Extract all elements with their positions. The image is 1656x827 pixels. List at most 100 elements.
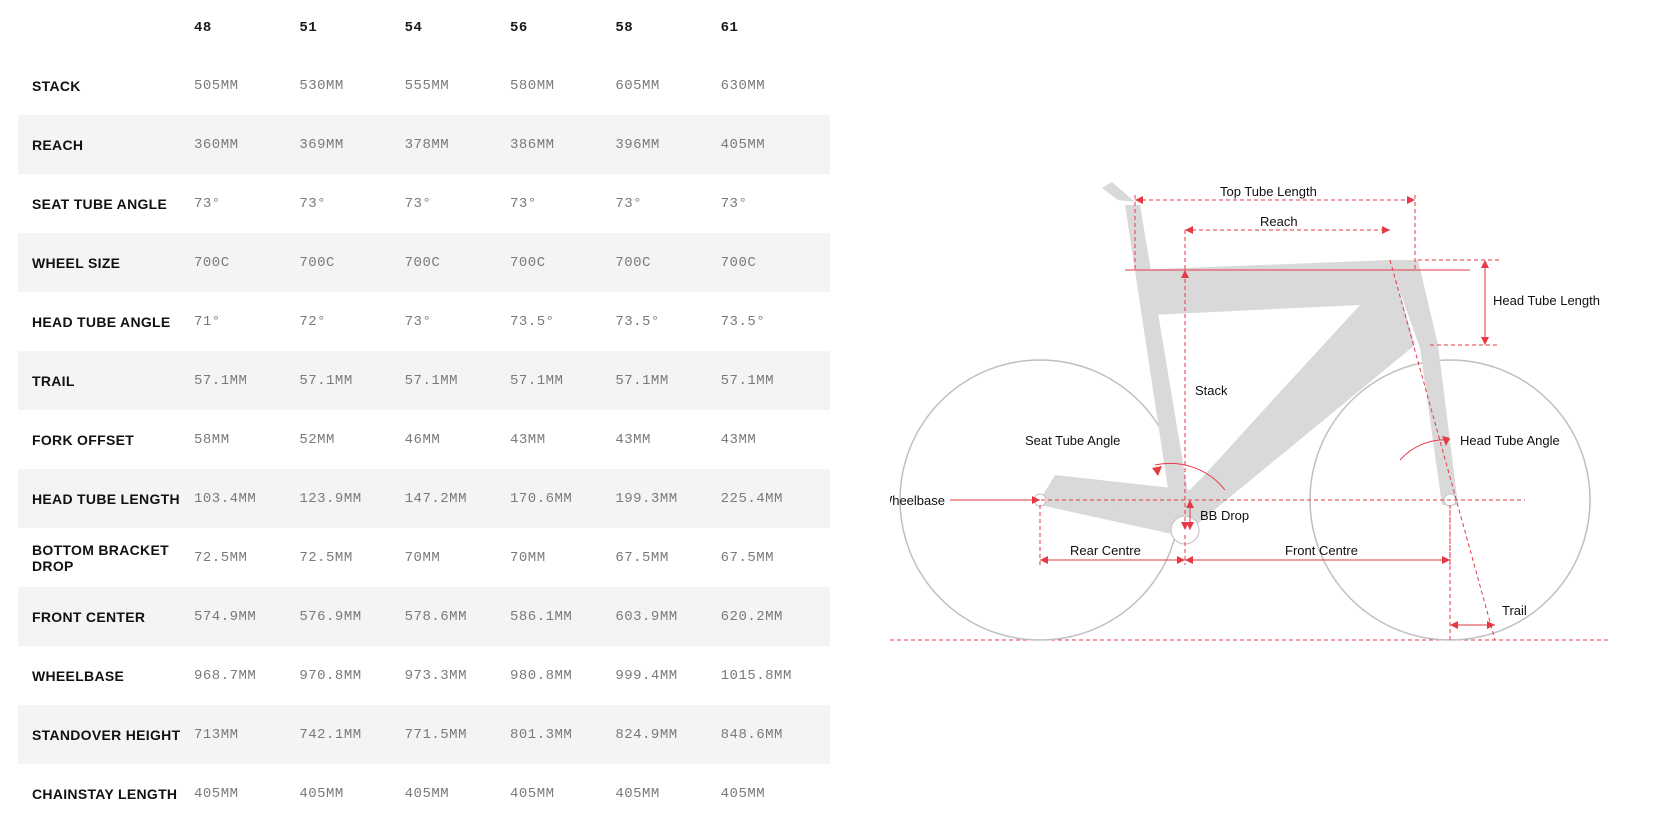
cell-value: 605MM <box>607 56 712 115</box>
table-header-row: 48 51 54 56 58 61 <box>18 0 830 56</box>
cell-value: 57.1MM <box>186 351 291 410</box>
cell-value: 574.9MM <box>186 587 291 646</box>
cell-value: 713MM <box>186 705 291 764</box>
label-seat-tube-angle: Seat Tube Angle <box>1025 433 1120 448</box>
table-row: WHEELBASE968.7MM970.8MM973.3MM980.8MM999… <box>18 646 830 705</box>
arrowhead <box>1135 196 1143 204</box>
arrowhead <box>1382 226 1390 234</box>
row-label: CHAINSTAY LENGTH <box>18 764 186 823</box>
cell-value: 1015.8MM <box>713 646 830 705</box>
cell-value: 123.9MM <box>291 469 396 528</box>
geometry-table-container: 48 51 54 56 58 61 STACK505MM530MM555MM58… <box>0 0 830 823</box>
cell-value: 67.5MM <box>607 528 712 587</box>
arrowhead <box>1040 556 1048 564</box>
cell-value: 103.4MM <box>186 469 291 528</box>
cell-value: 700C <box>291 233 396 292</box>
saddle-stub <box>1102 182 1135 202</box>
cell-value: 58MM <box>186 410 291 469</box>
table-row: STANDOVER HEIGHT713MM742.1MM771.5MM801.3… <box>18 705 830 764</box>
row-label: FRONT CENTER <box>18 587 186 646</box>
label-wheelbase: Wheelbase <box>890 493 945 508</box>
cell-value: 73° <box>397 292 502 351</box>
arrowhead <box>1481 260 1489 268</box>
row-label: FORK OFFSET <box>18 410 186 469</box>
arrowhead <box>1185 226 1193 234</box>
label-front-centre: Front Centre <box>1285 543 1358 558</box>
table-row: CHAINSTAY LENGTH405MM405MM405MM405MM405M… <box>18 764 830 823</box>
cell-value: 57.1MM <box>397 351 502 410</box>
cell-value: 57.1MM <box>502 351 607 410</box>
row-label: BOTTOM BRACKET DROP <box>18 528 186 587</box>
arrowhead <box>1487 621 1495 629</box>
table-body: STACK505MM530MM555MM580MM605MM630MMREACH… <box>18 56 830 823</box>
row-label: HEAD TUBE ANGLE <box>18 292 186 351</box>
cell-value: 620.2MM <box>713 587 830 646</box>
bike-geometry-diagram: Top Tube Length Reach Stack Head Tube Le… <box>890 170 1610 650</box>
cell-value: 73.5° <box>607 292 712 351</box>
cell-value: 225.4MM <box>713 469 830 528</box>
cell-value: 73° <box>607 174 712 233</box>
table-row: HEAD TUBE ANGLE71°72°73°73.5°73.5°73.5° <box>18 292 830 351</box>
cell-value: 57.1MM <box>713 351 830 410</box>
cell-value: 700C <box>502 233 607 292</box>
size-header: 56 <box>502 0 607 56</box>
cell-value: 586.1MM <box>502 587 607 646</box>
table-row: TRAIL57.1MM57.1MM57.1MM57.1MM57.1MM57.1M… <box>18 351 830 410</box>
bike-frame <box>1034 182 1458 544</box>
arrowhead <box>1177 556 1185 564</box>
row-label: TRAIL <box>18 351 186 410</box>
cell-value: 43MM <box>502 410 607 469</box>
table-row: WHEEL SIZE700C700C700C700C700C700C <box>18 233 830 292</box>
size-header: 51 <box>291 0 396 56</box>
label-top-tube-length: Top Tube Length <box>1220 184 1317 199</box>
cell-value: 771.5MM <box>397 705 502 764</box>
row-label: REACH <box>18 115 186 174</box>
cell-value: 700C <box>186 233 291 292</box>
arrowhead <box>1152 466 1162 476</box>
cell-value: 378MM <box>397 115 502 174</box>
cell-value: 73° <box>502 174 607 233</box>
cell-value: 73° <box>713 174 830 233</box>
cell-value: 801.3MM <box>502 705 607 764</box>
cell-value: 70MM <box>502 528 607 587</box>
cell-value: 742.1MM <box>291 705 396 764</box>
label-head-tube-length: Head Tube Length <box>1493 293 1600 308</box>
cell-value: 405MM <box>713 764 830 823</box>
label-bb-drop: BB Drop <box>1200 508 1249 523</box>
cell-value: 555MM <box>397 56 502 115</box>
cell-value: 405MM <box>291 764 396 823</box>
cell-value: 52MM <box>291 410 396 469</box>
cell-value: 43MM <box>713 410 830 469</box>
row-label: WHEELBASE <box>18 646 186 705</box>
cell-value: 57.1MM <box>607 351 712 410</box>
cell-value: 73° <box>186 174 291 233</box>
size-header: 58 <box>607 0 712 56</box>
cell-value: 73.5° <box>713 292 830 351</box>
size-header: 48 <box>186 0 291 56</box>
cell-value: 405MM <box>607 764 712 823</box>
table-row: STACK505MM530MM555MM580MM605MM630MM <box>18 56 830 115</box>
cell-value: 968.7MM <box>186 646 291 705</box>
cell-value: 72° <box>291 292 396 351</box>
row-label: STACK <box>18 56 186 115</box>
geometry-table: 48 51 54 56 58 61 STACK505MM530MM555MM58… <box>18 0 830 823</box>
cell-value: 700C <box>713 233 830 292</box>
cell-value: 603.9MM <box>607 587 712 646</box>
cell-value: 848.6MM <box>713 705 830 764</box>
cell-value: 505MM <box>186 56 291 115</box>
cell-value: 170.6MM <box>502 469 607 528</box>
row-label: HEAD TUBE LENGTH <box>18 469 186 528</box>
label-reach: Reach <box>1260 214 1298 229</box>
cell-value: 405MM <box>397 764 502 823</box>
cell-value: 72.5MM <box>291 528 396 587</box>
cell-value: 980.8MM <box>502 646 607 705</box>
row-label: WHEEL SIZE <box>18 233 186 292</box>
cell-value: 199.3MM <box>607 469 712 528</box>
cell-value: 73.5° <box>502 292 607 351</box>
table-header: 48 51 54 56 58 61 <box>18 0 830 56</box>
cell-value: 360MM <box>186 115 291 174</box>
cell-value: 405MM <box>713 115 830 174</box>
arrowhead <box>1442 556 1450 564</box>
cell-value: 700C <box>607 233 712 292</box>
cell-value: 147.2MM <box>397 469 502 528</box>
